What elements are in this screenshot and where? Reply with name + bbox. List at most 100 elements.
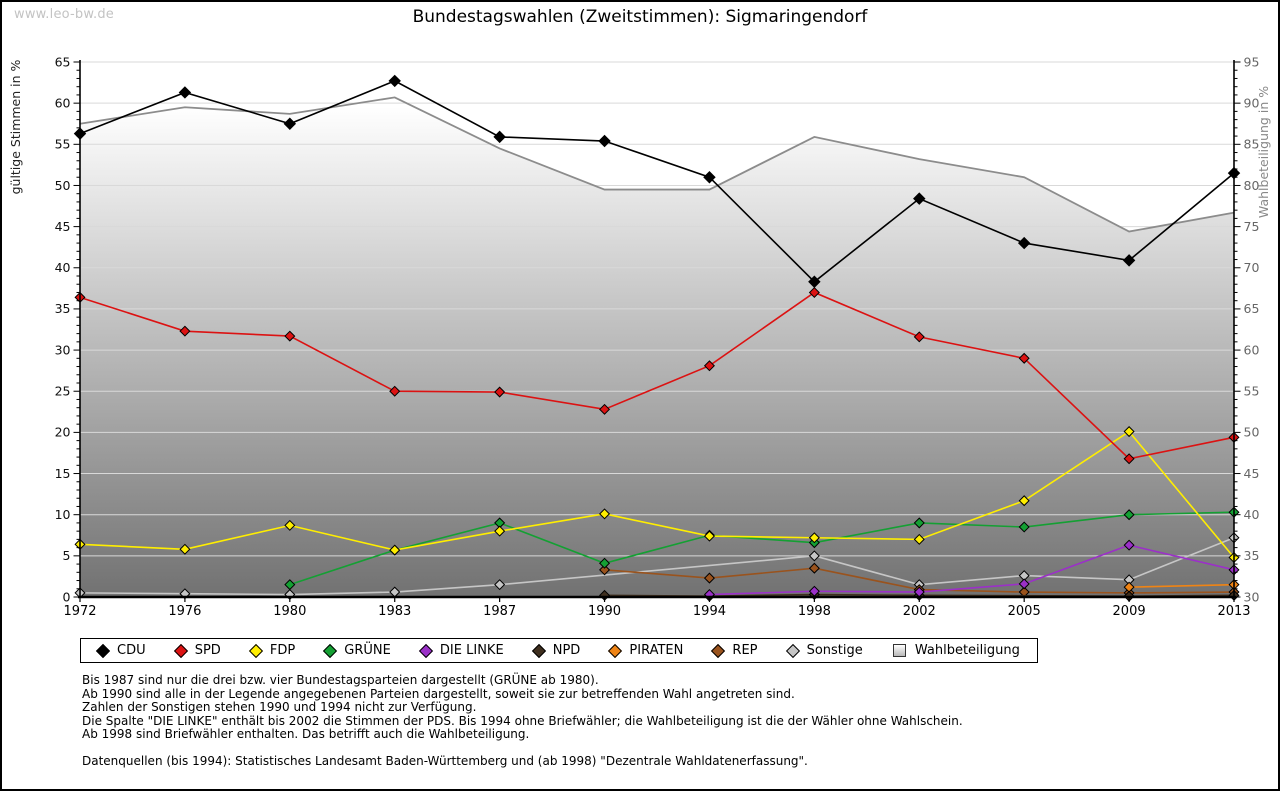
- marker-rep-1998: [808, 562, 820, 574]
- marker-fdp-1998: [808, 532, 820, 544]
- legend-item-gr-ne: GRÜNE: [323, 643, 391, 658]
- legend-item-rep: REP: [711, 643, 758, 658]
- axis-tick-label: 10: [55, 507, 71, 522]
- axis-tick-label: 35: [55, 301, 71, 316]
- marker-fdp-1983: [389, 544, 401, 556]
- marker-gr-ne-1990: [599, 557, 611, 569]
- legend-diamond-sonstige-icon: [785, 643, 800, 658]
- axis-tick-label: 30: [1244, 589, 1260, 604]
- legend-label: SPD: [194, 643, 221, 658]
- marker-sonstige-1998: [808, 550, 820, 562]
- legend-label: CDU: [117, 643, 146, 658]
- marker-spd-1983: [389, 385, 401, 397]
- series-line-piraten: [1129, 583, 1235, 588]
- axis-tick-label: 5: [63, 548, 71, 563]
- axis-tick-label: 65: [1244, 301, 1260, 316]
- marker-spd-1980: [284, 330, 296, 342]
- axis-tick-label: 90: [1244, 95, 1260, 110]
- marker-die-linke-1998: [808, 585, 820, 597]
- marker-die-linke-2005: [1018, 578, 1030, 590]
- marker-fdp-1990: [599, 508, 611, 520]
- x-tick-label-1987: 1987: [483, 604, 516, 619]
- marker-cdu-1983: [388, 74, 401, 88]
- chart-title: Bundestagswahlen (Zweitstimmen): Sigmari…: [412, 7, 868, 27]
- marker-fdp-1980: [284, 519, 296, 531]
- legend-diamond-npd-icon: [531, 643, 546, 658]
- axis-tick-label: 35: [1244, 548, 1260, 563]
- marker-spd-2002: [913, 331, 925, 343]
- marker-cdu-2009: [1122, 254, 1136, 267]
- marker-fdp-2002: [913, 533, 925, 545]
- marker-spd-1976: [179, 325, 191, 337]
- legend-diamond-piraten-icon: [608, 643, 623, 658]
- x-tick-label-1976: 1976: [168, 604, 201, 619]
- marker-cdu-2002: [913, 192, 926, 205]
- axis-tick-label: 85: [1244, 137, 1260, 152]
- legend-label: Wahlbeteiligung: [914, 643, 1020, 658]
- marker-spd-2009: [1123, 453, 1135, 465]
- footnote-line: Die Spalte "DIE LINKE" enthält bis 2002 …: [82, 713, 963, 728]
- marker-gr-ne-1980: [284, 579, 296, 591]
- legend-diamond-die-linke-icon: [418, 643, 433, 658]
- series-line-wahlbeteiligung: [79, 96, 1235, 233]
- legend-diamond-cdu-icon: [95, 643, 111, 658]
- marker-cdu-1994: [703, 171, 716, 184]
- axis-tick-label: 95: [1244, 54, 1260, 69]
- marker-sonstige-2009: [1123, 574, 1135, 586]
- series-line-die-linke: [709, 544, 1235, 596]
- axis-tick-label: 20: [55, 425, 71, 440]
- footnote-line: Zahlen der Sonstigen stehen 1990 und 199…: [82, 700, 477, 714]
- axis-tick-label: 70: [1244, 260, 1260, 275]
- legend-item-npd: NPD: [531, 643, 580, 658]
- marker-rep-2005: [1018, 586, 1030, 598]
- watermark: www.leo-bw.de: [14, 7, 115, 22]
- x-tick-label-1983: 1983: [378, 604, 411, 619]
- footnote-line: [82, 742, 963, 756]
- legend-diamond-gr-ne-icon: [323, 643, 338, 658]
- marker-fdp-1987: [494, 525, 506, 537]
- legend-diamond-fdp-icon: [248, 643, 263, 658]
- series-line-sonstige: [79, 536, 1235, 596]
- marker-cdu-1976: [178, 86, 192, 99]
- legend-label: PIRATEN: [629, 643, 684, 658]
- legend-item-piraten: PIRATEN: [608, 643, 684, 658]
- x-tick-label-1990: 1990: [588, 604, 621, 619]
- legend-item-spd: SPD: [173, 643, 221, 658]
- axis-tick-label: 25: [55, 384, 71, 399]
- x-tick-label-2005: 2005: [1008, 604, 1041, 619]
- legend-item-sonstige: Sonstige: [785, 643, 863, 658]
- series-line-fdp: [79, 430, 1235, 559]
- legend-item-fdp: FDP: [248, 643, 296, 658]
- x-tick-label-1972: 1972: [63, 604, 96, 619]
- marker-sonstige-1987: [494, 579, 506, 591]
- marker-gr-ne-2005: [1018, 521, 1030, 533]
- legend-label: GRÜNE: [344, 643, 391, 658]
- marker-fdp-1976: [179, 543, 191, 555]
- axis-tick-label: 30: [55, 342, 71, 357]
- axis-tick-label: 45: [1244, 466, 1260, 481]
- marker-fdp-2009: [1123, 426, 1135, 438]
- x-tick-label-2002: 2002: [903, 604, 936, 619]
- marker-cdu-1980: [283, 117, 297, 130]
- legend-label: Sonstige: [806, 643, 863, 658]
- marker-piraten-2009: [1123, 581, 1135, 593]
- axis-tick-label: 80: [1244, 178, 1260, 193]
- marker-fdp-1994: [703, 530, 715, 542]
- marker-spd-1994: [703, 360, 715, 372]
- marker-rep-1990: [599, 564, 611, 576]
- marker-gr-ne-2002: [913, 517, 925, 529]
- legend-diamond-spd-icon: [173, 643, 188, 658]
- marker-cdu-1987: [493, 130, 506, 144]
- x-tick-label-2013: 2013: [1217, 604, 1250, 619]
- x-tick-label-2009: 2009: [1113, 604, 1146, 619]
- marker-spd-1987: [494, 386, 506, 398]
- marker-cdu-1998: [808, 275, 821, 288]
- axis-tick-label: 65: [55, 54, 71, 69]
- axis-tick-label: 50: [55, 178, 71, 193]
- marker-gr-ne-2009: [1123, 509, 1135, 521]
- legend-label: FDP: [269, 643, 296, 658]
- axis-tick-label: 0: [63, 589, 71, 604]
- footnotes: Bis 1987 sind nur die drei bzw. vier Bun…: [82, 673, 963, 769]
- marker-rep-1994: [703, 572, 715, 584]
